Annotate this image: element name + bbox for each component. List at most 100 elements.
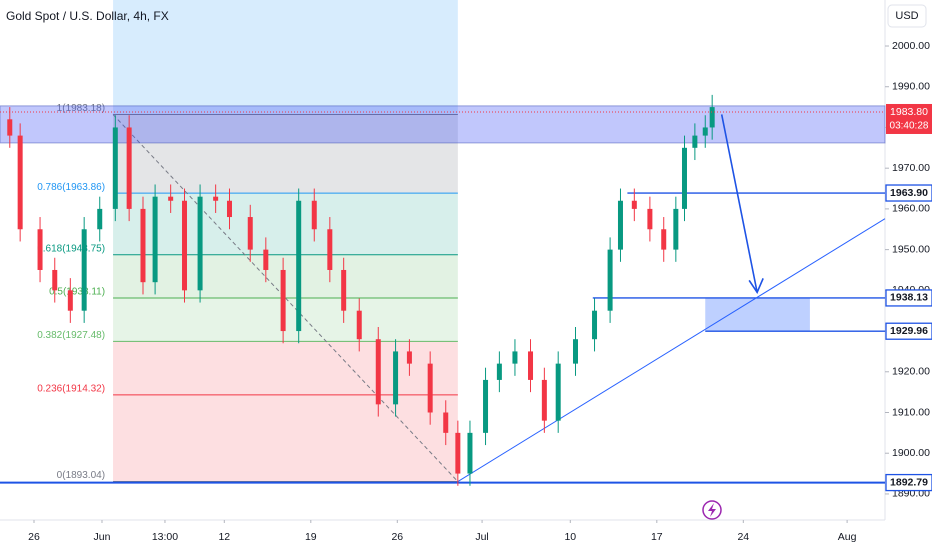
level-tag [885,184,932,202]
y-tick-label: 1990.00 [892,81,930,93]
candle-body [692,135,698,148]
candle-body [182,200,188,291]
candle-body [661,229,667,250]
candle-body [81,229,87,311]
y-tick-label: 2000.00 [892,40,930,52]
candle-body [512,351,518,364]
candle-body [709,107,715,128]
y-tick-label: 1910.00 [892,406,930,418]
lightning [708,503,716,517]
candle-body [572,339,578,364]
price-tag [886,103,932,134]
arrow [720,114,758,293]
fib-label: 0.382(1927.48) [37,330,105,341]
candle-body [341,269,347,311]
candle-body [168,196,174,201]
candle-body [213,196,219,201]
candle-body [375,339,381,405]
x-tick-label: 10 [564,531,576,543]
candle-body [112,127,118,209]
candle-body [647,208,653,230]
date-range [113,0,458,115]
candle-body [126,127,132,209]
candle-body [97,208,103,230]
level-tag [885,289,932,307]
candle-body [140,208,146,283]
candle-body [631,200,637,209]
level-tag-label: 1963.90 [890,187,928,199]
candle-body [673,208,679,250]
level-tag-label: 1892.79 [890,476,928,488]
level-tag-label: 1929.96 [890,325,928,337]
candle-body [17,135,23,230]
fib-label: 0.786(1963.86) [37,182,105,193]
candle-body [311,200,317,230]
level-tag [885,322,932,340]
candle-body [681,147,687,209]
price-tag-label: 1983.80 [890,106,928,118]
y-tick-label: 1900.00 [892,447,930,459]
fib-label: 0.5(1938.11) [49,287,105,298]
candle-body [37,229,43,270]
candle-body [67,290,73,311]
supply-zone [0,105,886,144]
candle-body [7,119,13,136]
candle-body [592,310,598,340]
candle-body [52,269,58,291]
fib-label: 1(1983.18) [57,103,105,114]
candle-body [541,379,547,421]
candle-body [152,196,158,283]
fib-zone [113,394,458,482]
x-tick-label: 12 [218,531,230,543]
currency-button[interactable] [887,4,927,28]
x-tick-label: 26 [391,531,403,543]
candle-body [617,200,623,250]
x-tick-label: Jun [94,531,111,543]
candle-body [702,127,708,136]
candle-body [427,363,433,413]
y-tick-label: 1920.00 [892,366,930,378]
currency[interactable]: USD [895,10,918,22]
chart-title: Gold Spot / U.S. Dollar, 4h, FX [6,9,169,23]
target-box [705,297,810,332]
fib-label: 0.618(1948.75) [37,243,105,254]
candle-body [455,432,461,474]
candle-body [393,351,399,405]
x-tick-label: 17 [651,531,663,543]
candle-body [496,363,502,380]
candle-body [247,217,253,250]
y-tick-label: 1950.00 [892,243,930,255]
x-tick-label: 19 [305,531,317,543]
candle-body [327,229,333,270]
candle-body [263,249,269,270]
candle-body [356,310,362,340]
x-tick-label: 26 [28,531,40,543]
fib-label: 0.236(1914.32) [37,384,105,395]
candle-body [406,351,412,364]
level-tag [885,473,932,492]
candle-body [197,196,203,291]
y-tick-label: 1960.00 [892,203,930,215]
candle-body [443,412,449,433]
x-tick-label: Aug [838,531,857,543]
x-tick-label: Jul [475,531,488,543]
candle-body [528,351,534,380]
fib-zone [113,341,458,395]
plot: 1(1983.18) 0.786(1963.86) 0.618(1948.75) 0.… [0,0,886,486]
trendline [457,218,886,482]
y-tick-label: 1970.00 [892,162,930,174]
fib-label: 0(1893.04) [57,470,105,481]
candle-body [607,249,613,311]
candle-body [483,379,489,433]
candle-body [296,200,302,332]
fib-zone [113,193,458,255]
x-tick-label: 13:00 [152,531,178,543]
candle-body [226,200,232,218]
candle-body [555,363,561,421]
arrow-head [748,278,764,295]
candle-body [467,432,473,474]
countdown: 03:40:28 [890,121,929,132]
fib-zone [113,114,458,194]
x-tick-label: 24 [737,531,749,543]
